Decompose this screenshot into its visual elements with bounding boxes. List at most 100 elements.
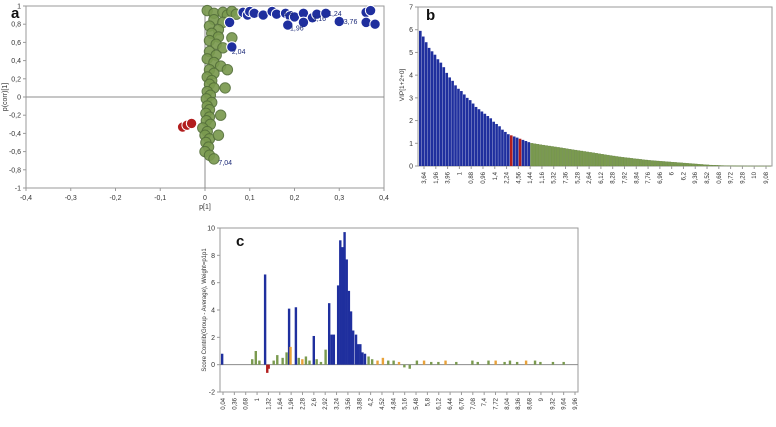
vip-bar xyxy=(439,62,443,166)
vip-bar xyxy=(632,158,636,167)
vip-bar xyxy=(679,162,683,167)
y-tick-label: 8 xyxy=(211,253,215,260)
y-tick-label: 0 xyxy=(211,362,215,369)
x-tick-label: 0,68 xyxy=(244,397,250,409)
vip-bar xyxy=(486,116,490,166)
contribution-bar xyxy=(301,359,304,365)
contribution-bar xyxy=(430,361,433,365)
contribution-bar xyxy=(539,361,542,365)
vip-bar xyxy=(621,157,625,167)
x-tick-label: 0,96 xyxy=(481,171,487,183)
vip-bar xyxy=(674,162,677,167)
point-annotation: 1,96 xyxy=(290,25,304,32)
x-tick-label: -0,4 xyxy=(20,195,32,202)
y-tick-label: -0,2 xyxy=(9,113,21,120)
vip-bar xyxy=(436,59,440,166)
contribution-bar xyxy=(361,352,364,365)
x-tick-label: 0,4 xyxy=(379,195,389,202)
contribution-bar xyxy=(345,259,348,365)
vip-bar xyxy=(565,148,569,167)
vip-bar xyxy=(662,161,666,167)
plot-frame xyxy=(219,227,579,393)
contribution-bar xyxy=(363,353,367,365)
vip-bar xyxy=(451,80,454,166)
y-tick-label: 7 xyxy=(409,5,413,12)
vip-bar xyxy=(665,161,669,167)
contribution-bar xyxy=(289,346,292,365)
green-point xyxy=(221,64,234,76)
x-tick-label: -0,1 xyxy=(154,195,166,202)
vip-bar xyxy=(659,161,663,167)
red-point xyxy=(185,117,198,130)
y-tick-label: -0,4 xyxy=(9,131,21,138)
contribution-bar xyxy=(272,360,275,365)
x-tick-label: 1,96 xyxy=(289,397,295,409)
contribution-bar xyxy=(267,364,270,369)
vip-bar xyxy=(445,72,449,166)
y-tick-label: -1 xyxy=(15,186,21,193)
contribution-bar xyxy=(476,361,479,365)
vip-bar xyxy=(427,47,431,167)
x-tick-label: 0,68 xyxy=(717,171,723,183)
blue-point xyxy=(226,41,238,53)
x-tick-label: 6 xyxy=(670,171,676,175)
vip-bar xyxy=(559,147,563,167)
contribution-bar xyxy=(347,290,351,365)
x-tick-label: 4,2 xyxy=(369,397,375,406)
contribution-bar xyxy=(487,360,490,365)
point-annotation: 3,76 xyxy=(344,19,358,26)
x-tick-label: 1,64 xyxy=(278,397,284,409)
vip-bar xyxy=(498,126,501,166)
contribution-bar xyxy=(297,357,300,365)
contribution-bar xyxy=(343,232,346,365)
vip-bar xyxy=(512,136,516,166)
x-tick-label: 10 xyxy=(752,171,758,178)
contribution-bar xyxy=(503,361,506,365)
vip-bar xyxy=(556,147,560,167)
x-tick-label: 6,44 xyxy=(448,397,454,409)
contribution-bar xyxy=(403,364,406,368)
contribution-bar xyxy=(562,361,565,365)
x-tick-label: 8,52 xyxy=(705,171,711,183)
contribution-bar xyxy=(455,361,458,365)
contribution-bar xyxy=(332,334,336,365)
vip-bar xyxy=(682,162,686,167)
y-tick-label: -0,6 xyxy=(9,149,21,156)
contribution-bar xyxy=(533,360,537,365)
vip-bar xyxy=(668,161,672,167)
x-tick-label: 9,72 xyxy=(729,171,735,183)
x-tick-label: 7,72 xyxy=(494,397,500,409)
x-tick-label: 1 xyxy=(255,397,261,401)
blue-point xyxy=(364,4,377,17)
vip-bar xyxy=(703,164,707,167)
vip-bar xyxy=(465,97,469,166)
contribution-bar xyxy=(304,356,308,365)
vip-bar xyxy=(706,164,710,167)
vip-bar xyxy=(536,144,540,167)
vip-bar xyxy=(460,91,463,166)
vip-bar xyxy=(507,134,510,166)
x-axis-label: p[1] xyxy=(199,204,211,211)
panel-letter-a: a xyxy=(11,5,20,22)
vip-bar xyxy=(454,85,457,166)
contribution-bar xyxy=(319,361,323,365)
vip-bar xyxy=(518,138,522,166)
vip-bar xyxy=(624,157,628,167)
x-tick-label: 3,24 xyxy=(335,397,341,409)
contribution-bar xyxy=(354,334,358,365)
vip-bar xyxy=(718,165,721,167)
point-annotation: 1,24 xyxy=(328,11,342,18)
x-tick-label: 0,3 xyxy=(334,195,344,202)
vip-bar xyxy=(606,154,610,167)
y-tick-label: -0,8 xyxy=(9,167,21,174)
y-tick-label: 6 xyxy=(211,280,215,287)
x-tick-label: 9,64 xyxy=(562,397,568,409)
x-tick-label: 9,32 xyxy=(550,397,556,409)
x-tick-label: 5,16 xyxy=(403,397,409,409)
point-annotation: 2,04 xyxy=(232,49,246,56)
x-tick-label: 1,32 xyxy=(266,397,272,409)
y-tick-label: 1 xyxy=(17,4,21,11)
x-tick-label: 7,92 xyxy=(622,171,628,183)
contribution-bar xyxy=(551,361,555,365)
vip-bar xyxy=(603,154,607,167)
